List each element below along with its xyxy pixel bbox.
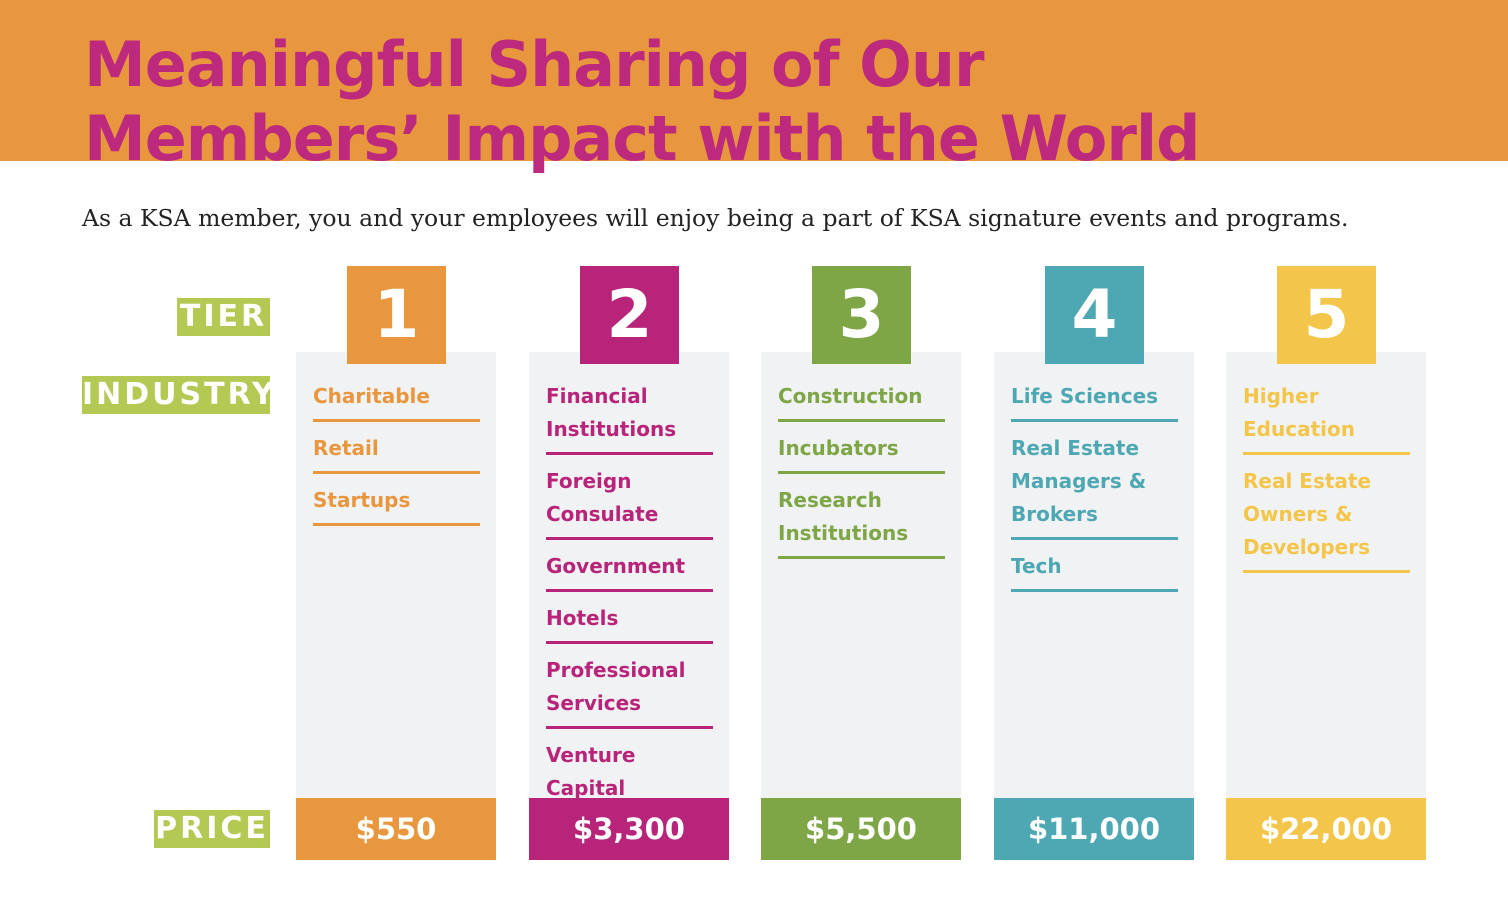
page-title: Meaningful Sharing of Our Members’ Impac… xyxy=(84,28,1201,176)
industry-item: Professional Services xyxy=(546,654,713,729)
price-label: PRICE xyxy=(154,810,270,848)
industry-item: Government xyxy=(546,550,713,592)
industry-list: Charitable Retail Startups xyxy=(313,380,480,536)
industry-panel xyxy=(529,352,729,798)
tier-column-3: 3 Construction Incubators Research Institu… xyxy=(761,266,961,860)
title-line-2: Members’ Impact with the World xyxy=(84,102,1201,175)
price-box: $22,000 xyxy=(1226,798,1426,860)
tier-column-2: 2 Financial Institutions Foreign Consulat… xyxy=(529,266,729,860)
intro-text: As a KSA member, you and your employees … xyxy=(82,204,1349,232)
tier-column-5: 5 Higher Education Real Estate Owners & D… xyxy=(1226,266,1426,860)
title-line-1: Meaningful Sharing of Our xyxy=(84,28,985,101)
industry-list: Higher Education Real Estate Owners & Dev… xyxy=(1243,380,1410,583)
tier-number-box: 4 xyxy=(1045,266,1144,364)
industry-label: INDUSTRY xyxy=(82,376,277,414)
industry-list: Financial Institutions Foreign Consulate G… xyxy=(546,380,713,824)
tier-label: TIER xyxy=(177,298,270,336)
industry-item: Retail xyxy=(313,432,480,474)
industry-item: Venture Capital xyxy=(546,739,713,814)
price-box: $3,300 xyxy=(529,798,729,860)
tier-column-4: 4 Life Sciences Real Estate Managers & Br… xyxy=(994,266,1194,860)
industry-item: Real Estate Owners & Developers xyxy=(1243,465,1410,573)
price-box: $11,000 xyxy=(994,798,1194,860)
industry-list: Construction Incubators Research Instituti… xyxy=(778,380,945,569)
industry-item: Life Sciences xyxy=(1011,380,1178,422)
tier-number-box: 5 xyxy=(1277,266,1376,364)
industry-panel xyxy=(1226,352,1426,798)
tier-number-box: 1 xyxy=(347,266,446,364)
industry-panel xyxy=(994,352,1194,798)
industry-panel xyxy=(761,352,961,798)
industry-item: Financial Institutions xyxy=(546,380,713,455)
industry-item: Hotels xyxy=(546,602,713,644)
industry-item: Higher Education xyxy=(1243,380,1410,455)
industry-item: Research Institutions xyxy=(778,484,945,559)
tier-number-box: 2 xyxy=(580,266,679,364)
price-box: $550 xyxy=(296,798,496,860)
industry-item: Real Estate Managers & Brokers xyxy=(1011,432,1178,540)
tier-number-box: 3 xyxy=(812,266,911,364)
industry-item: Charitable xyxy=(313,380,480,422)
tier-column-1: 1 Charitable Retail Startups $550 xyxy=(296,266,496,860)
industry-item: Tech xyxy=(1011,550,1178,592)
industry-item: Foreign Consulate xyxy=(546,465,713,540)
industry-list: Life Sciences Real Estate Managers & Brok… xyxy=(1011,380,1178,602)
industry-item: Construction xyxy=(778,380,945,422)
header-banner xyxy=(0,0,1508,161)
industry-panel xyxy=(296,352,496,798)
price-box: $5,500 xyxy=(761,798,961,860)
industry-item: Incubators xyxy=(778,432,945,474)
industry-item: Startups xyxy=(313,484,480,526)
